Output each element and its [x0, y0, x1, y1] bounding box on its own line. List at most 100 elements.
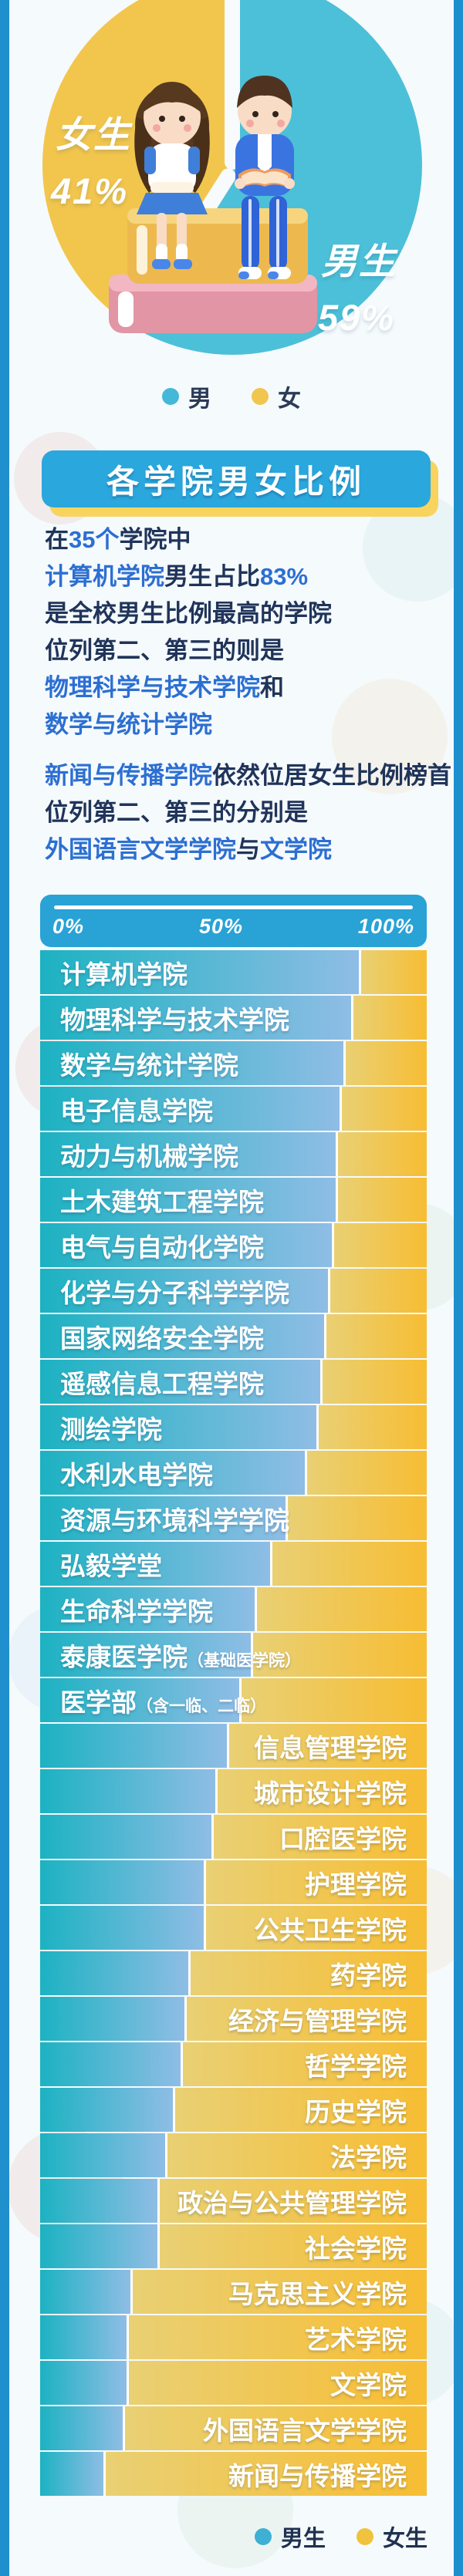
female-bar-segment	[129, 2315, 427, 2359]
legend-dot-icon	[252, 388, 269, 405]
male-bar-segment	[40, 2179, 161, 2223]
female-bar-segment	[160, 2224, 427, 2268]
bar-row: 化学与分子科学学院	[40, 1269, 427, 1313]
bar-row-label: 药学院	[330, 1961, 407, 1990]
bar-legend: 男生 女生	[254, 2520, 428, 2553]
bar-row-label: 弘毅学堂	[60, 1551, 162, 1580]
bar-row: 测绘学院	[40, 1405, 427, 1449]
male-bar-segment	[40, 2042, 184, 2086]
legend-label: 女生	[382, 2527, 428, 2551]
bar-row-label: 生命科学学院	[60, 1597, 213, 1626]
axis-ticks: 0% 50% 100%	[52, 915, 414, 939]
bar-row-label: 化学与分子科学学院	[60, 1278, 289, 1307]
section-banner: 各学院男女比例	[42, 450, 431, 507]
bar-row-label: 物理科学与技术学院	[60, 1005, 289, 1034]
male-bar-segment	[40, 1860, 207, 1904]
book-stack-illustration	[109, 208, 317, 333]
pie-value-female: 41%	[51, 170, 129, 211]
female-bar-segment	[306, 1451, 427, 1495]
intro-line: 外国语言文学学院与文学院	[45, 836, 332, 863]
female-bar-segment	[160, 2179, 427, 2223]
bar-row: 信息管理学院	[40, 1724, 427, 1768]
intro-text: 在35个学院中 计算机学院男生占比83% 是全校男生比例最高的学院 位列第二、第三的则…	[45, 521, 451, 868]
bar-row-label: 动力与机械学院	[60, 1141, 238, 1171]
legend-label: 女	[278, 386, 301, 412]
legend-label: 男生	[280, 2527, 326, 2551]
female-bar-segment	[229, 1724, 427, 1768]
bar-row: 物理科学与技术学院	[40, 996, 427, 1040]
girl-figure	[134, 82, 210, 269]
bar-row: 土木建筑工程学院	[40, 1178, 427, 1222]
bar-row: 社会学院	[40, 2224, 427, 2268]
male-bar-segment	[40, 1496, 288, 1540]
bar-row: 公共卫生学院	[40, 1906, 427, 1950]
bar-row: 城市设计学院	[40, 1769, 427, 1813]
female-bar-segment	[175, 2088, 427, 2132]
male-bar-segment	[40, 2361, 130, 2405]
male-bar-segment	[40, 2315, 130, 2359]
male-bar-segment	[40, 1451, 307, 1495]
female-bar-segment	[218, 1769, 427, 1813]
male-bar-segment	[40, 1906, 207, 1950]
bar-row: 医学部（含一临、二临）	[40, 1678, 427, 1722]
intro-line: 位列第二、第三的分别是	[45, 799, 308, 826]
bar-row: 遥感信息工程学院	[40, 1360, 427, 1404]
bar-row-label: 土木建筑工程学院	[60, 1187, 264, 1216]
female-bar-segment	[330, 1269, 427, 1313]
female-bar-segment	[256, 1587, 427, 1631]
female-bar-segment	[106, 2452, 427, 2496]
male-bar-segment	[40, 1724, 230, 1768]
bar-row-label: 资源与环境科学学院	[60, 1505, 289, 1535]
bar-row: 药学院	[40, 1951, 427, 1995]
male-bar-segment	[40, 1951, 191, 1995]
pie-slice-gap	[225, 0, 240, 170]
intro-line: 数学与统计学院	[45, 711, 212, 738]
bar-row-label: 国家网络安全学院	[60, 1323, 264, 1353]
female-bar-segment	[214, 1815, 427, 1859]
bar-row: 外国语言文学学院	[40, 2406, 427, 2450]
male-bar-segment	[40, 1542, 272, 1586]
legend-dot-icon	[356, 2528, 373, 2545]
bar-row: 弘毅学堂	[40, 1542, 427, 1586]
bar-row-label: 历史学院	[305, 2097, 407, 2126]
legend-item: 女生	[356, 2520, 428, 2553]
bar-row-label: 马克思主义学院	[228, 2279, 407, 2308]
bar-row: 资源与环境科学学院	[40, 1496, 427, 1540]
bar-row-label: 城市设计学院	[254, 1779, 407, 1808]
bar-row-label: 社会学院	[305, 2234, 407, 2263]
intro-line: 位列第二、第三的则是	[45, 637, 284, 664]
male-bar-segment	[40, 2133, 168, 2177]
bar-row: 哲学学院	[40, 2042, 427, 2086]
female-bar-segment	[337, 1178, 427, 1222]
bar-row: 艺术学院	[40, 2315, 427, 2359]
background-watermark	[363, 494, 463, 602]
bar-row-label: 政治与公共管理学院	[177, 2188, 407, 2217]
bar-row-label: 新闻与传播学院	[228, 2461, 407, 2490]
bar-row: 法学院	[40, 2133, 427, 2177]
female-bar-segment	[125, 2406, 427, 2450]
male-bar-segment	[40, 1132, 338, 1176]
bar-row: 泰康医学院（基础医学院）	[40, 1633, 427, 1677]
bar-row: 计算机学院	[40, 950, 427, 994]
bar-row: 动力与机械学院	[40, 1132, 427, 1176]
bar-row-label: 电子信息学院	[60, 1096, 213, 1125]
male-bar-segment	[40, 1678, 242, 1722]
bar-row-label: 信息管理学院	[254, 1733, 407, 1762]
bar-row-label: 口腔医学院	[279, 1824, 407, 1853]
bar-row-label: 泰康医学院（基础医学院）	[60, 1642, 301, 1671]
female-bar-segment	[345, 1041, 427, 1085]
male-bar-segment	[40, 1769, 218, 1813]
bar-chart-axis: 0% 50% 100%	[40, 895, 427, 947]
bar-row: 政治与公共管理学院	[40, 2179, 427, 2223]
female-bar-segment	[287, 1496, 427, 1540]
left-edge-strip	[0, 0, 9, 2576]
bar-row: 历史学院	[40, 2088, 427, 2132]
male-bar-segment	[40, 2270, 133, 2314]
male-bar-segment	[40, 2452, 106, 2496]
intro-line: 计算机学院男生占比83%	[45, 563, 309, 590]
male-bar-segment	[40, 1223, 334, 1267]
bar-row-label: 水利水电学院	[60, 1460, 213, 1489]
bar-row-label: 数学与统计学院	[60, 1050, 238, 1080]
bar-row: 生命科学学院	[40, 1587, 427, 1631]
